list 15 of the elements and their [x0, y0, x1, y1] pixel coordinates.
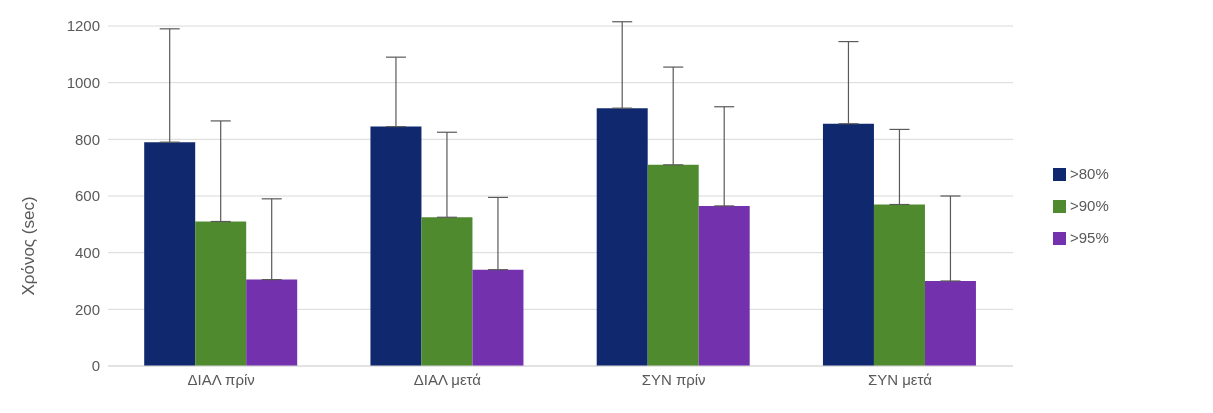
y-tick-label: 800	[74, 130, 100, 148]
x-tick-label: ΣΥΝ πρίν	[641, 370, 706, 388]
legend-label: >90%	[1070, 196, 1109, 214]
y-tick-label: 200	[74, 300, 100, 318]
y-tick-label: 400	[74, 243, 100, 261]
y-axis-title: Χρόνος (sec)	[19, 196, 39, 296]
legend-label: >95%	[1070, 228, 1109, 246]
x-tick-label: ΣΥΝ μετά	[867, 370, 933, 388]
y-tick-label: 600	[74, 187, 100, 205]
legend-label: >80%	[1070, 164, 1109, 182]
y-tick-label: 1000	[66, 73, 100, 91]
x-tick-label: ΔΙΑΛ μετά	[413, 370, 482, 388]
y-tick-label: 0	[91, 357, 100, 375]
y-tick-label: 1200	[66, 17, 100, 35]
x-tick-label: ΔΙΑΛ πρίν	[187, 370, 255, 388]
